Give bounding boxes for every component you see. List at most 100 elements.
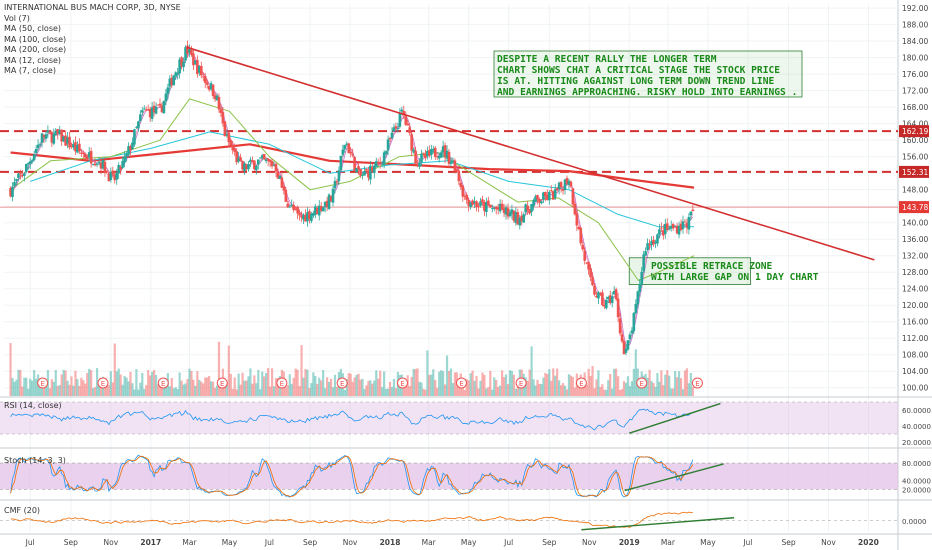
candle-body [319,205,323,211]
candle-body [508,212,512,217]
candle-body [603,304,606,307]
volume-bar [125,377,128,396]
volume-bar [449,368,453,396]
volume-bar [540,383,543,396]
stoch-pane-label: Stoch (14, 3, 3) [4,456,66,465]
candle-body [107,173,111,182]
volume-bar [113,343,116,396]
volume-bar [689,373,692,396]
candle-body [675,225,679,234]
candle-body [164,93,168,102]
volume-bar [561,383,565,396]
volume-bar [119,374,122,396]
candle-body [361,174,364,176]
volume-bar [447,370,451,396]
volume-bar [306,369,309,396]
candle-body [256,159,260,165]
indicator-label-ma7: MA (7, close) [4,66,56,75]
candle-body [221,112,225,124]
candle-body [288,206,292,208]
volume-bar [202,383,205,396]
candle-body [357,166,360,170]
volume-bar [253,375,256,396]
candle-body [62,136,65,142]
volume-bar [274,378,278,396]
candle-body [203,76,207,83]
candle-body [201,76,205,78]
volume-bar [9,343,12,396]
volume-bar [56,385,59,396]
candle-body [618,318,622,334]
x-tick-label: Mar [422,538,437,547]
volume-bar [679,378,683,396]
x-tick-label: Jul [25,538,35,547]
candle-body [677,225,681,235]
volume-bar [404,382,407,396]
volume-bar [373,380,376,396]
rsi-tick-label: 60.0000 [902,407,931,415]
candle-body [19,173,22,175]
candle-body [44,134,48,139]
candle-body [144,109,148,111]
candle-body [174,72,178,77]
volume-bar [316,383,319,396]
candle-body [331,188,335,203]
candle-body [13,182,16,187]
x-tick-label: Jul [503,538,513,547]
volume-bar [591,366,594,396]
candle-body [233,148,237,152]
earnings-marker [636,377,648,389]
volume-bar [577,385,580,396]
volume-bar [327,381,331,396]
candle-body [445,150,449,159]
candle-body [636,291,640,305]
volume-bar [235,389,238,396]
candle-body [428,150,431,156]
candle-body [648,244,651,246]
volume-bar [268,386,272,396]
earnings-marker [336,377,348,389]
candle-body [186,45,189,54]
candle-body [113,174,117,181]
volume-bar [605,389,608,396]
candle-body [538,199,541,203]
candle-body [494,206,498,210]
volume-bar [223,383,226,396]
retrace-zone-line: POSSIBLE RETRACE ZONE [651,261,773,272]
volume-bar [471,370,474,396]
volume-bar [272,386,276,396]
volume-bar [502,377,506,396]
candle-body [532,200,535,207]
candle-body [115,173,119,180]
candle-body [612,291,616,295]
volume-bar [335,386,339,396]
price-tag-label: 143.78 [902,203,928,212]
cmf-trendline [581,517,735,531]
candle-body [487,200,490,206]
earnings-marker-label: E [695,380,699,388]
volume-bar [489,370,492,396]
candle-body [363,171,366,176]
volume-bar [245,380,248,396]
candle-body [249,159,252,163]
volume-bar [121,384,124,396]
candle-body [247,164,250,170]
volume-bar [219,387,223,396]
candle-body [498,203,502,212]
candle-body [258,157,262,159]
candle-body [237,157,240,162]
volume-bar [135,369,138,396]
candle-body [614,289,618,300]
volume-bar [263,376,266,396]
volume-bar [630,381,633,396]
indicator-label-ma200: MA (200, close) [4,45,67,54]
earnings-marker [157,377,169,389]
volume-bar [180,380,183,396]
candle-body [48,131,52,133]
volume-bar [467,380,470,396]
volume-bar [213,387,217,396]
volume-bar [365,385,368,396]
candle-body [76,144,79,153]
main-annotation-line: DESPITE A RECENT RALLY THE LONGER TERM [497,54,717,65]
candle-body [534,196,537,202]
